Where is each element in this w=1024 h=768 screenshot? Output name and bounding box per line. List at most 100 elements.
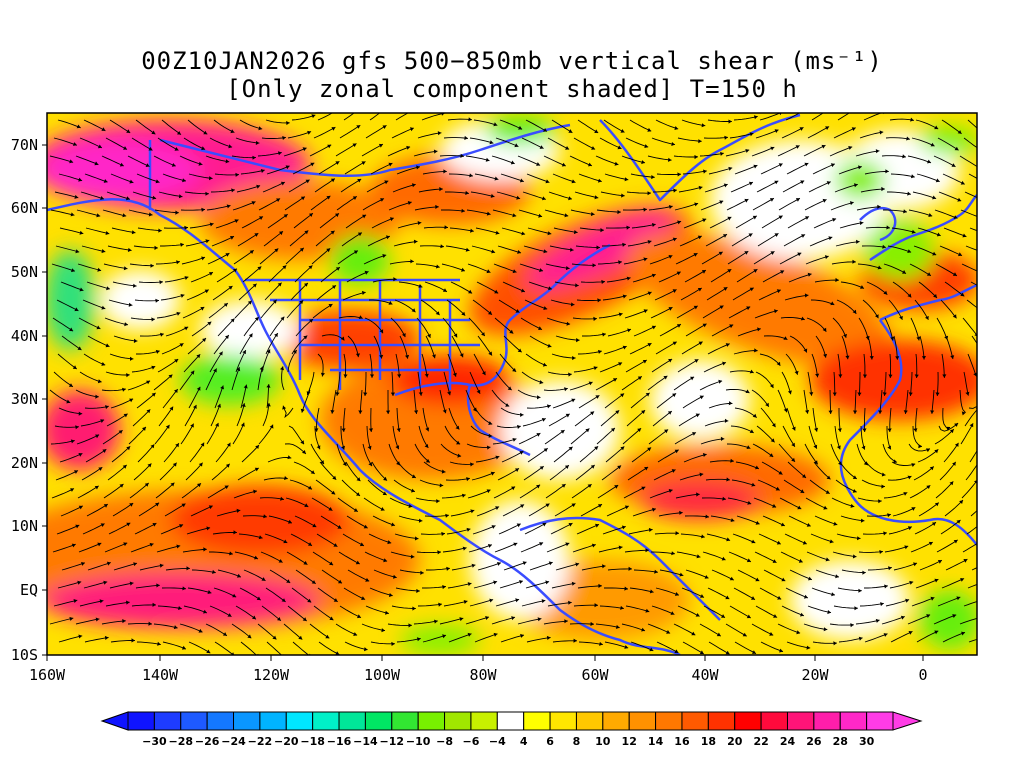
streamline-arrowhead: [590, 212, 595, 217]
streamline: [682, 641, 705, 655]
streamline-arrowhead: [928, 541, 933, 546]
streamline: [423, 226, 449, 229]
streamline-arrowhead: [853, 410, 858, 414]
streamline-arrowhead: [565, 146, 570, 150]
streamline-arrowhead: [435, 204, 439, 209]
streamline-arrowhead: [205, 191, 209, 196]
streamline: [265, 332, 279, 355]
colorbar-label: 6: [546, 735, 554, 748]
streamline-arrowhead: [362, 214, 367, 219]
streamline: [294, 515, 317, 528]
streamline: [726, 443, 751, 449]
streamline: [261, 605, 282, 622]
streamline: [133, 463, 152, 481]
streamline-arrowhead: [310, 162, 315, 167]
streamline: [191, 321, 212, 337]
streamline-arrowhead: [698, 139, 702, 144]
streamline-arrowhead: [674, 126, 679, 130]
streamline: [547, 601, 572, 607]
streamline: [443, 371, 451, 396]
streamline: [521, 599, 546, 607]
streamline: [621, 155, 646, 164]
streamline-arrowhead: [600, 228, 604, 233]
streamline: [675, 252, 698, 265]
streamline: [475, 227, 500, 235]
streamline-arrowhead: [602, 332, 606, 337]
streamline-arrowhead: [435, 264, 440, 269]
streamline-arrowhead: [103, 179, 108, 183]
streamline: [314, 178, 336, 193]
streamline: [650, 306, 673, 319]
streamline: [841, 569, 866, 574]
streamline-arrowhead: [697, 288, 702, 292]
chart-title-line-2: [Only zonal component shaded] T=150 h: [226, 75, 798, 103]
streamline-arrowhead: [101, 127, 106, 131]
streamline: [291, 114, 316, 121]
streamline-arrowhead: [906, 136, 910, 141]
streamline-arrowhead: [254, 233, 259, 237]
streamline-arrowhead: [888, 566, 892, 571]
streamline: [336, 443, 347, 467]
streamline: [128, 209, 153, 216]
colorbar-label: −8: [436, 735, 453, 748]
colorbar-swatch: [760, 711, 788, 731]
streamline: [602, 526, 626, 535]
streamline-arrowhead: [913, 428, 918, 432]
streamline-arrowhead: [718, 379, 723, 384]
streamline-arrowhead: [961, 631, 965, 636]
streamline-arrowhead: [229, 551, 233, 556]
chart-title-line-1: 00Z10JAN2026 gfs 500−850mb vertical shea…: [141, 47, 883, 75]
streamline-arrowhead: [180, 294, 185, 298]
streamline: [395, 353, 400, 378]
streamline-arrowhead: [902, 270, 906, 274]
streamline-arrowhead: [926, 614, 931, 618]
streamline: [729, 132, 754, 139]
streamline-arrowhead: [342, 462, 347, 466]
streamline: [915, 119, 939, 130]
streamline-arrowhead: [279, 231, 283, 236]
streamline-arrowhead: [282, 136, 286, 140]
streamline: [424, 281, 448, 293]
streamline: [104, 542, 128, 553]
streamline-arrowhead: [888, 374, 893, 378]
streamline: [136, 350, 160, 355]
streamline-arrowhead: [597, 298, 601, 303]
streamline: [335, 623, 358, 636]
streamline-arrowhead: [234, 219, 239, 223]
streamline: [60, 281, 84, 292]
streamline-arrowhead: [386, 410, 391, 414]
streamline-arrowhead: [302, 147, 307, 152]
streamline: [808, 425, 818, 449]
streamline: [366, 425, 372, 450]
streamline: [836, 533, 861, 539]
streamline-arrowhead: [325, 634, 330, 639]
streamline-arrowhead: [622, 294, 627, 299]
streamline: [205, 368, 217, 391]
streamline: [945, 335, 954, 360]
streamline: [293, 212, 314, 229]
streamline-arrowhead: [934, 502, 939, 507]
streamline: [544, 209, 569, 217]
streamline: [337, 250, 359, 265]
streamline-arrowhead: [641, 486, 646, 491]
streamline: [101, 620, 126, 625]
streamline: [132, 409, 151, 427]
streamline-arrowhead: [725, 343, 730, 347]
streamline-arrowhead: [895, 356, 900, 360]
streamline: [915, 407, 918, 432]
streamline: [940, 299, 957, 319]
streamline: [520, 317, 543, 331]
streamline-arrowhead: [545, 179, 550, 184]
streamline-arrowhead: [726, 537, 731, 542]
streamline-arrowhead: [645, 608, 650, 613]
streamline: [762, 515, 786, 527]
streamline-arrowhead: [515, 598, 520, 603]
streamline-arrowhead: [772, 503, 777, 508]
streamline-arrowhead: [231, 188, 235, 193]
streamline-arrowhead: [493, 122, 498, 127]
streamline: [501, 227, 526, 235]
streamline-arrowhead: [539, 466, 544, 470]
streamline: [467, 489, 491, 499]
streamline: [551, 582, 576, 589]
streamline: [881, 155, 906, 158]
